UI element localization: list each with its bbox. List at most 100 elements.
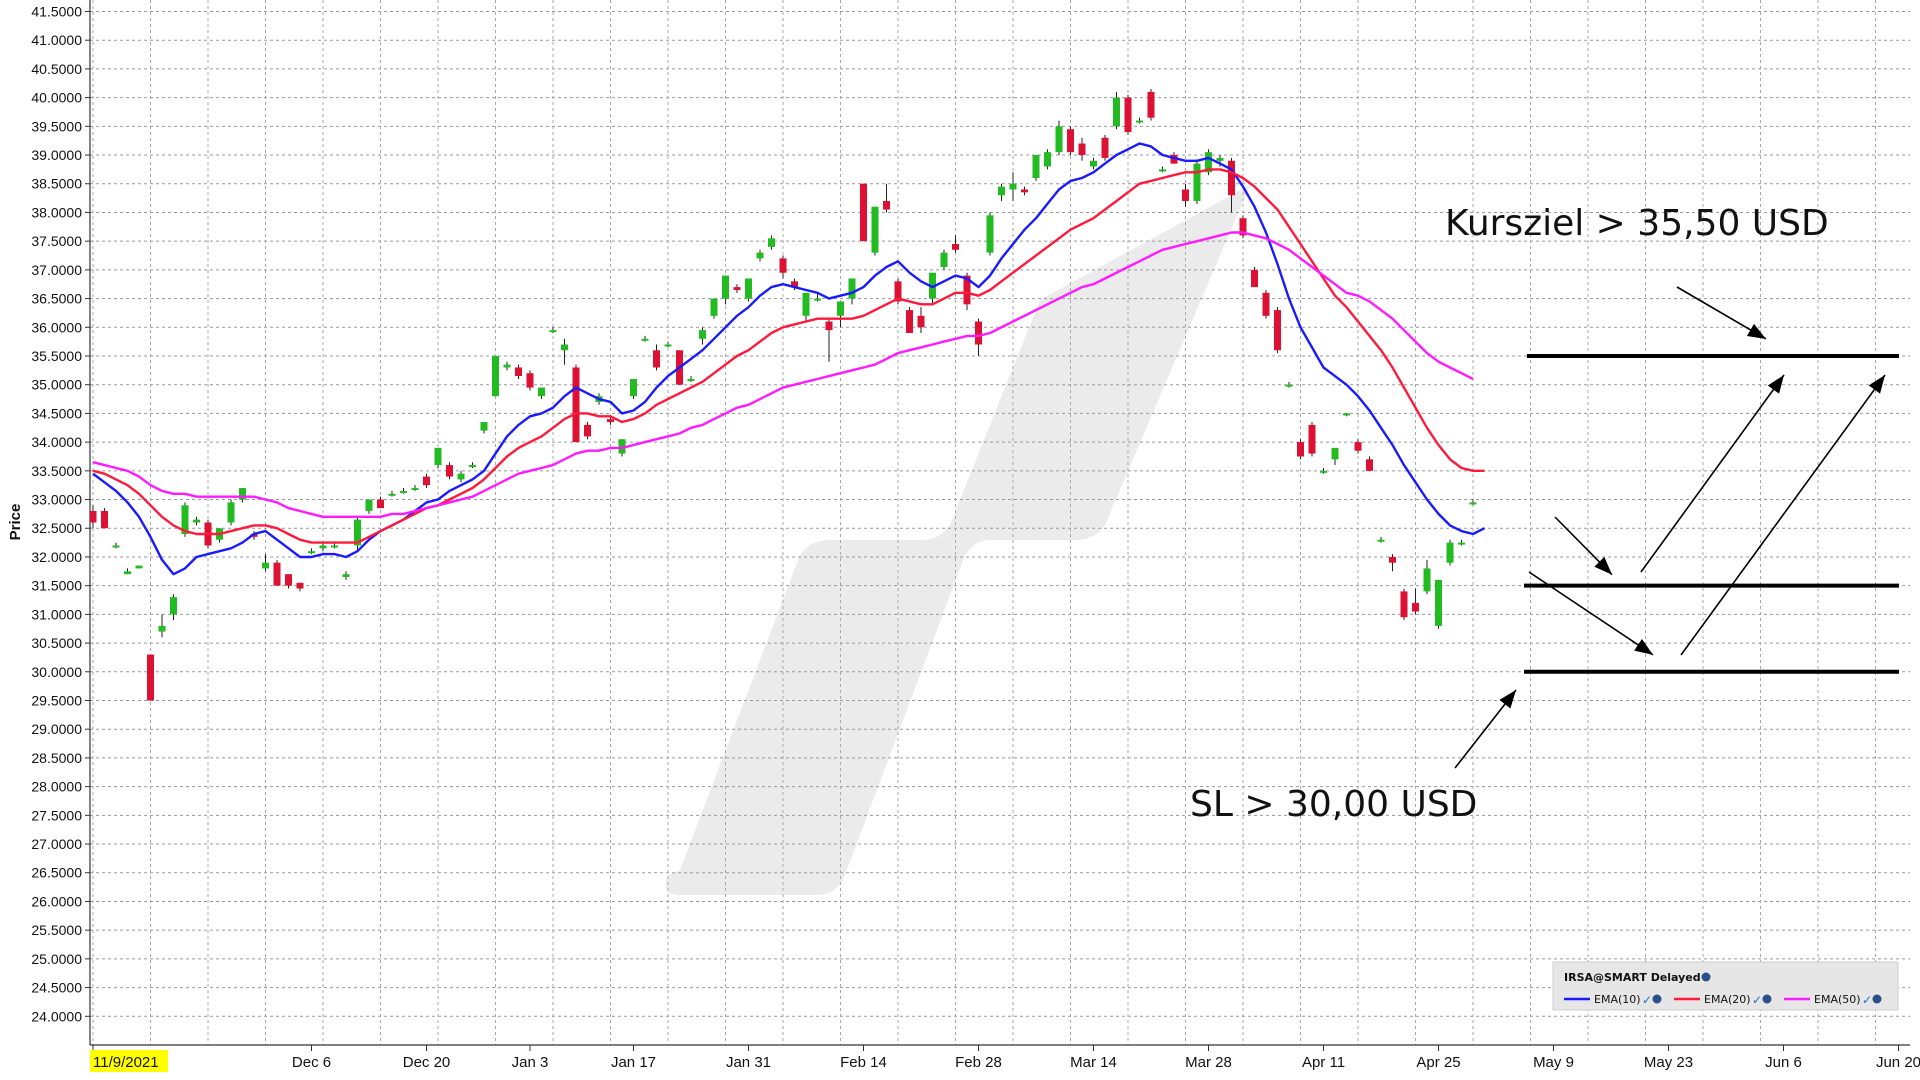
y-tick-label: 39.5000 — [31, 118, 82, 134]
ema-line-ema20 — [92, 168, 1485, 544]
candle-body — [101, 511, 108, 529]
y-tick-label: 38.0000 — [31, 204, 82, 220]
check-icon[interactable]: ✓ — [1642, 993, 1652, 1007]
candle-body — [1400, 591, 1408, 618]
candle-body — [986, 215, 994, 253]
candle-body — [423, 476, 430, 486]
candle-body — [791, 281, 798, 288]
candle-body — [894, 281, 902, 302]
candle-body — [538, 387, 545, 397]
candle-body — [158, 625, 166, 632]
candle-body — [940, 252, 948, 267]
y-tick-label: 28.5000 — [31, 750, 82, 766]
candle-body — [756, 252, 764, 259]
candle-body — [331, 545, 338, 548]
x-tick-label: Jan 31 — [726, 1054, 771, 1071]
candle-body — [273, 562, 281, 586]
ema-line-ema10 — [92, 142, 1486, 576]
x-tick-label: May 23 — [1644, 1054, 1693, 1071]
candle-body — [124, 571, 131, 575]
candle-body — [377, 499, 384, 509]
y-tick-label: 25.5000 — [31, 922, 82, 938]
y-tick-label: 41.0000 — [31, 32, 82, 48]
candle-body — [342, 574, 350, 578]
candle-body — [147, 654, 154, 701]
legend-items: EMA(10) ✓ EMA(20) ✓ EMA(50) ✓ — [1564, 993, 1882, 1007]
candle-body — [112, 545, 120, 548]
candle-body — [1446, 542, 1454, 563]
annotation-arrow-line — [1640, 374, 1785, 573]
candle-body — [837, 301, 844, 316]
y-tick-label: 39.0000 — [31, 147, 82, 163]
check-icon[interactable]: ✓ — [1862, 993, 1872, 1007]
candle-body — [1078, 143, 1086, 156]
candle-body — [388, 493, 396, 496]
candle-body — [1297, 442, 1304, 457]
legend: IRSA@SMART Delayed EMA(10) ✓ EMA(20) ✓ EMA(5… — [1552, 961, 1899, 1011]
candle-body — [963, 275, 971, 305]
candle-body — [1044, 152, 1051, 167]
y-tick-label: 24.5000 — [31, 980, 82, 996]
candle-body — [365, 499, 373, 512]
candle-body — [561, 344, 568, 351]
price-levels — [1524, 353, 1899, 674]
candle-body — [825, 321, 833, 331]
candle-body — [630, 378, 637, 397]
y-tick-label: 30.0000 — [31, 664, 82, 680]
candle-body — [641, 338, 649, 341]
candle-body — [975, 321, 982, 345]
candle-body — [1205, 152, 1212, 173]
candle-body — [526, 373, 534, 388]
x-tick-label: Apr 25 — [1416, 1054, 1460, 1071]
check-icon[interactable]: ✓ — [1752, 993, 1762, 1007]
y-tick-label: 37.5000 — [31, 233, 82, 249]
candle-body — [699, 330, 706, 339]
settings-icon[interactable] — [1872, 994, 1882, 1004]
annotation-arrow-line — [1528, 571, 1654, 656]
candle-body — [170, 597, 177, 615]
candle-body — [1021, 189, 1028, 193]
candle-body — [1009, 183, 1017, 190]
x-tick-label: Apr 11 — [1302, 1054, 1345, 1071]
plot-area — [90, 88, 1486, 701]
candle-body — [515, 367, 522, 377]
candle-body — [181, 505, 189, 534]
x-tick-label: Feb 14 — [840, 1054, 887, 1071]
grid-lines — [90, 0, 1910, 1045]
candle-body — [1389, 556, 1396, 563]
y-tick-label: 35.0000 — [31, 377, 82, 393]
y-tick-label: 24.0000 — [31, 1008, 82, 1024]
annotation-arrow-head — [1767, 375, 1784, 394]
candle-body — [1423, 568, 1431, 592]
target-annotation: Kursziel > 35,50 USD — [1445, 203, 1829, 244]
y-tick-label: 28.0000 — [31, 779, 82, 795]
candle-body — [745, 278, 752, 299]
y-tick-label: 36.5000 — [31, 291, 82, 307]
x-tick-label: Jun 20 — [1876, 1054, 1920, 1071]
x-tick-label: Dec 6 — [292, 1054, 331, 1071]
watermark-logo — [665, 185, 1250, 895]
status-icon — [1701, 972, 1711, 982]
y-tick-label: 34.5000 — [31, 405, 82, 421]
annotation-arrow-head — [1499, 690, 1516, 709]
candle-body — [871, 206, 879, 253]
y-tick-label: 37.0000 — [31, 262, 82, 278]
y-tick-label: 26.5000 — [31, 865, 82, 881]
legend-item-label: EMA(50) — [1814, 993, 1861, 1006]
candle-body — [917, 315, 925, 328]
y-tick-label: 32.0000 — [31, 549, 82, 565]
settings-icon[interactable] — [1762, 994, 1772, 1004]
candle-body — [1343, 413, 1350, 416]
candle-body — [480, 422, 488, 431]
candle-body — [1320, 470, 1327, 473]
candle-body — [1412, 602, 1419, 612]
legend-item-label: EMA(10) — [1594, 993, 1641, 1006]
candle-body — [848, 278, 856, 299]
candle-body — [1147, 91, 1155, 118]
annotation-arrows — [1454, 286, 1886, 769]
candle-body — [492, 355, 499, 397]
settings-icon[interactable] — [1652, 994, 1662, 1004]
x-tick-highlight — [90, 1050, 168, 1072]
candle-body — [400, 490, 407, 493]
y-tick-label: 40.0000 — [31, 90, 82, 106]
